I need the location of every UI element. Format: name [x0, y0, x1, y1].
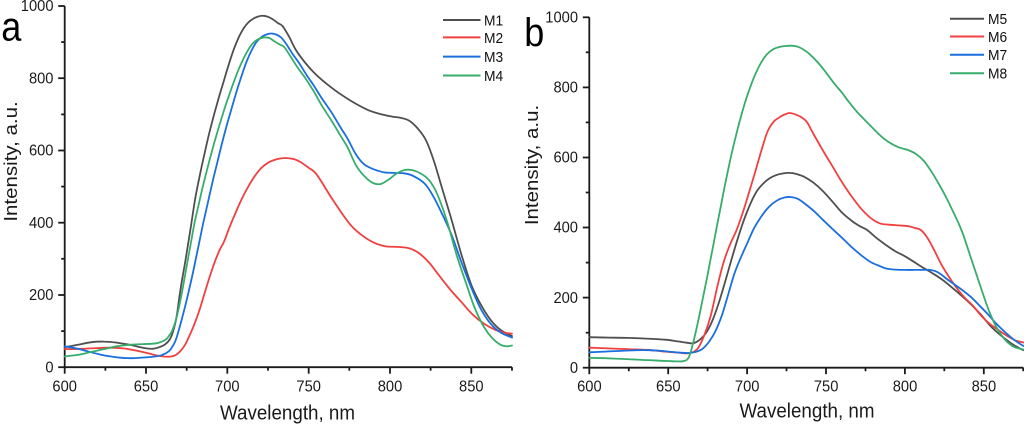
svg-text:600: 600 [29, 142, 54, 160]
svg-text:200: 200 [29, 287, 54, 305]
svg-text:400: 400 [553, 219, 578, 237]
svg-text:Intensity, a.u.: Intensity, a.u. [1, 101, 22, 221]
svg-text:800: 800 [378, 378, 403, 396]
svg-text:600: 600 [577, 378, 602, 396]
svg-text:b: b [524, 11, 544, 55]
svg-text:0: 0 [570, 359, 578, 377]
svg-text:0: 0 [45, 359, 53, 377]
svg-text:M3: M3 [484, 50, 503, 67]
svg-text:850: 850 [459, 378, 484, 396]
svg-text:M2: M2 [484, 30, 503, 47]
svg-text:850: 850 [972, 378, 997, 396]
svg-text:800: 800 [553, 79, 578, 97]
svg-text:Wavelength, nm: Wavelength, nm [739, 400, 874, 423]
svg-text:650: 650 [656, 378, 681, 396]
svg-text:700: 700 [215, 378, 240, 396]
svg-text:a: a [1, 5, 22, 51]
svg-text:M5: M5 [988, 12, 1007, 29]
svg-text:400: 400 [29, 214, 54, 232]
svg-text:M4: M4 [484, 68, 503, 85]
svg-text:M7: M7 [988, 48, 1007, 65]
svg-text:M1: M1 [484, 13, 503, 30]
svg-text:650: 650 [134, 378, 159, 396]
svg-text:600: 600 [52, 378, 77, 396]
svg-text:700: 700 [735, 378, 760, 396]
svg-text:200: 200 [553, 289, 578, 307]
svg-text:800: 800 [29, 70, 54, 88]
svg-text:750: 750 [296, 378, 321, 396]
svg-text:M6: M6 [988, 29, 1007, 46]
svg-text:600: 600 [553, 149, 578, 167]
svg-text:750: 750 [814, 378, 839, 396]
svg-text:M8: M8 [988, 66, 1007, 83]
svg-text:Intensity, a.u.: Intensity, a.u. [522, 105, 543, 225]
svg-text:1000: 1000 [545, 9, 578, 27]
svg-text:1000: 1000 [21, 0, 54, 15]
svg-text:800: 800 [893, 378, 918, 396]
svg-text:Wavelength, nm: Wavelength, nm [220, 402, 355, 424]
